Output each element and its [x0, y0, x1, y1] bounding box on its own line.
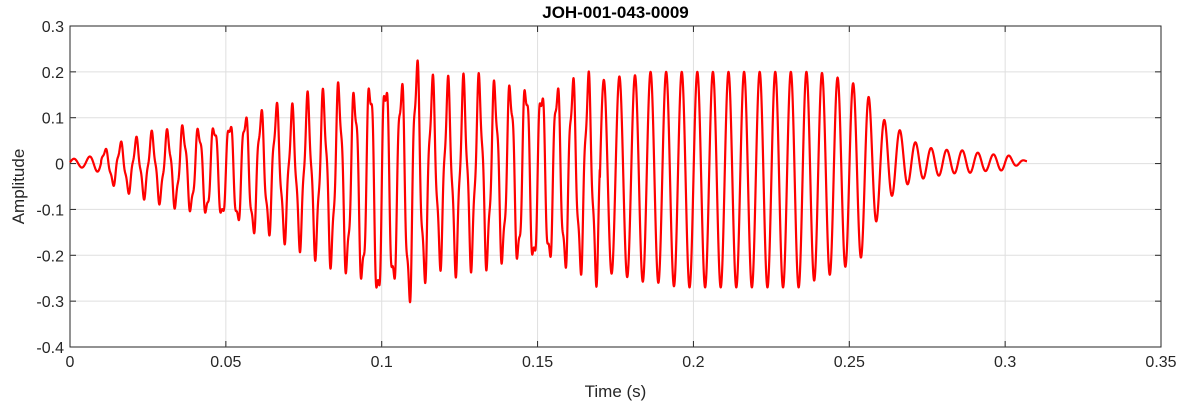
x-tick-label: 0.3 [994, 354, 1016, 371]
x-tick-label: 0.05 [210, 354, 241, 371]
y-tick-label: 0.3 [42, 19, 64, 36]
y-tick-label: -0.3 [36, 294, 64, 311]
series-layer [69, 59, 1028, 304]
chart-title: JOH-001-043-0009 [542, 3, 688, 22]
ticks: 0 0.05 0.1 0.15 0.2 0.25 0.3 0.35 -0.4 -0.3 -0.2 -0… [36, 19, 1176, 371]
y-tick-label: 0.2 [42, 65, 64, 82]
y-tick-label: -0.4 [36, 340, 64, 357]
x-tick-label: 0 [66, 354, 75, 371]
y-tick-label: -0.1 [36, 202, 64, 219]
x-tick-label: 0.1 [371, 354, 393, 371]
x-tick-label: 0.35 [1145, 354, 1176, 371]
y-tick-label: -0.2 [36, 248, 64, 265]
y-axis-label: Amplitude [9, 149, 28, 225]
x-axis-label: Time (s) [585, 382, 647, 401]
y-tick-label: 0.1 [42, 111, 64, 128]
y-tick-label: 0 [55, 157, 64, 174]
x-tick-label: 0.2 [682, 354, 704, 371]
waveform-series-line [69, 59, 1028, 304]
x-tick-label: 0.25 [834, 354, 865, 371]
x-tick-label: 0.15 [522, 354, 553, 371]
